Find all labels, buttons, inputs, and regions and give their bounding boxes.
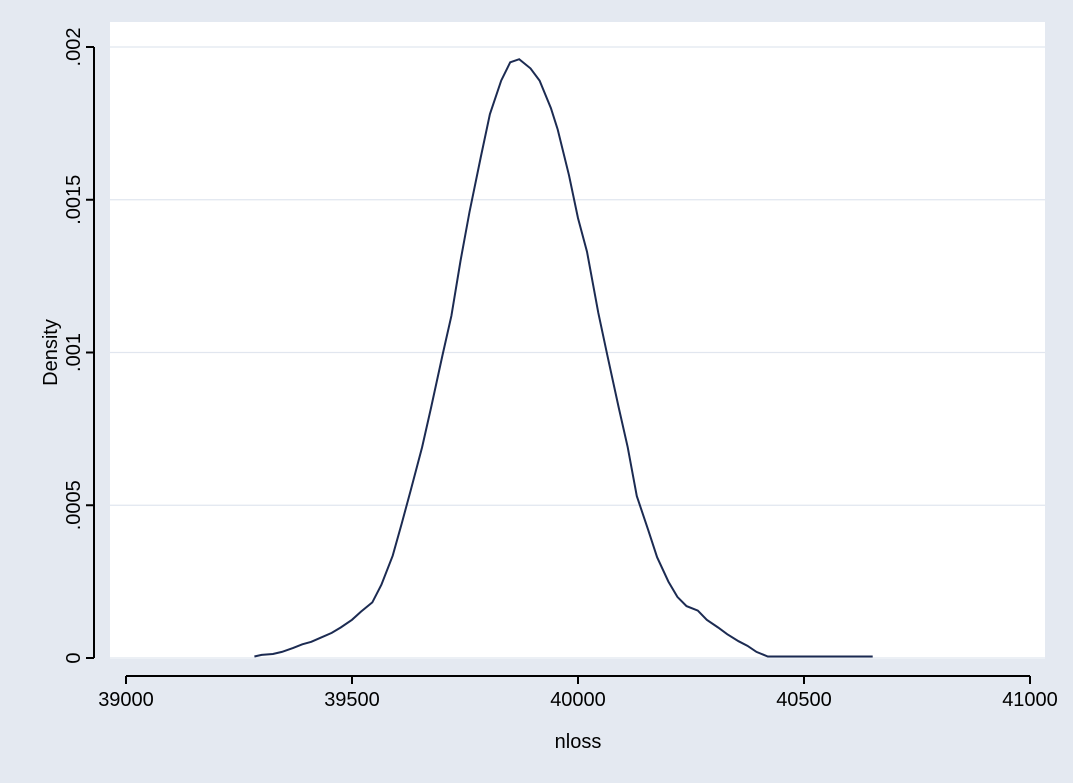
x-tick-label-4: 41000 (1002, 689, 1058, 711)
y-tick-label-4: .002 (63, 28, 85, 67)
x-axis-title: nloss (555, 731, 602, 753)
x-tick-label-2: 40000 (550, 689, 606, 711)
y-tick-label-3: .0015 (63, 175, 85, 225)
x-axis: 39000 39500 40000 40500 41000 (98, 675, 1058, 711)
y-tick-label-1: .0005 (63, 480, 85, 530)
y-tick-label-0: 0 (63, 652, 85, 663)
y-axis: 0 .0005 .001 .0015 .002 (63, 28, 95, 664)
plot-area (110, 22, 1045, 659)
y-axis-title: Density (40, 319, 62, 386)
y-tick-label-2: .001 (63, 333, 85, 372)
x-tick-label-0: 39000 (98, 689, 154, 711)
density-curve (254, 58, 873, 658)
x-tick-label-1: 39500 (324, 689, 380, 711)
gridlines (110, 46, 1045, 659)
x-tick-label-3: 40500 (776, 689, 832, 711)
